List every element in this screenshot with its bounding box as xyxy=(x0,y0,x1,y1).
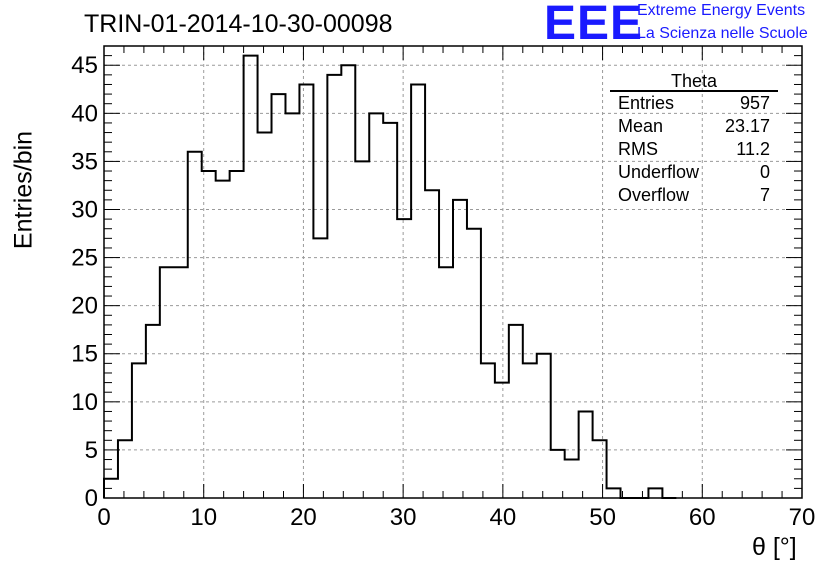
eee-logo: EEE xyxy=(544,0,644,50)
histogram-bin xyxy=(551,450,565,498)
histogram-bin xyxy=(146,325,160,498)
stats-value: 11.2 xyxy=(736,139,770,159)
chart-title: TRIN-01-2014-10-30-00098 xyxy=(84,10,393,38)
y-axis-label: Entries/bin xyxy=(9,130,38,250)
histogram-bin xyxy=(565,460,579,498)
histogram-bin xyxy=(481,363,495,498)
logo-line-1: Extreme Energy Events xyxy=(637,2,806,19)
y-tick-label: 5 xyxy=(85,437,98,464)
histogram-bin xyxy=(202,171,216,498)
histogram-bin xyxy=(132,363,146,498)
histogram-bin xyxy=(341,65,355,498)
histogram-bin xyxy=(160,267,174,498)
histogram-bin xyxy=(272,94,286,498)
histogram-bin xyxy=(230,171,244,498)
x-axis: 0 10 20 30 40 50 60 70 xyxy=(97,46,815,531)
histogram-bin xyxy=(369,113,383,498)
y-tick-label: 10 xyxy=(71,389,98,416)
histogram-bin xyxy=(411,84,425,498)
histogram-bin xyxy=(327,75,341,498)
stats-box: Theta Entries 957 Mean 23.17 RMS 11.2 Un… xyxy=(610,72,778,207)
stats-value: 23.17 xyxy=(724,116,770,136)
histogram-bin xyxy=(607,488,621,498)
histogram-bin xyxy=(397,219,411,498)
histogram-bin xyxy=(174,267,188,498)
stats-label: Overflow xyxy=(618,185,690,205)
histogram-bin xyxy=(579,411,593,498)
y-tick-label: 25 xyxy=(71,245,98,272)
x-tick-label: 20 xyxy=(290,504,317,531)
stats-label: RMS xyxy=(618,139,658,159)
y-tick-label: 45 xyxy=(71,52,98,79)
stats-value: 7 xyxy=(759,185,770,205)
histogram-bin xyxy=(453,200,467,498)
histogram-bin xyxy=(425,190,439,498)
histogram-bin xyxy=(523,363,537,498)
y-tick-label: 15 xyxy=(71,341,98,368)
y-tick-label: 30 xyxy=(71,196,98,223)
histogram-bin xyxy=(355,161,369,498)
histogram-bin xyxy=(495,383,509,498)
histogram-bin xyxy=(188,152,202,498)
x-tick-label: 70 xyxy=(789,504,816,531)
x-tick-label: 30 xyxy=(390,504,417,531)
histogram-outline xyxy=(103,54,677,499)
histogram-bin xyxy=(383,123,397,498)
histogram-bin xyxy=(313,238,327,498)
histogram-bin xyxy=(537,354,551,498)
stats-label: Underflow xyxy=(618,162,700,182)
y-axis: 0 5 10 15 20 25 30 35 40 45 xyxy=(71,45,802,512)
histogram-bin xyxy=(216,181,230,498)
y-tick-label: 40 xyxy=(71,100,98,127)
stats-label: Entries xyxy=(618,93,675,113)
histogram-bin xyxy=(648,488,662,498)
stats-value: 957 xyxy=(739,93,770,113)
histogram-bin xyxy=(258,133,272,498)
stats-label: Mean xyxy=(618,116,664,136)
logo-line-2: La Scienza nelle Scuole xyxy=(637,25,808,42)
x-tick-label: 60 xyxy=(689,504,716,531)
x-tick-label: 50 xyxy=(589,504,616,531)
stats-title: Theta xyxy=(610,72,778,92)
histogram-bin xyxy=(593,440,607,498)
y-tick-label: 0 xyxy=(85,485,98,512)
plot-frame xyxy=(103,45,803,499)
histogram-bin xyxy=(467,229,481,498)
stats-row-underflow: Underflow 0 xyxy=(610,161,778,184)
stats-row-rms: RMS 11.2 xyxy=(610,138,778,161)
x-tick-label: 10 xyxy=(190,504,217,531)
x-axis-label: θ [°] xyxy=(752,533,797,561)
x-tick-label: 40 xyxy=(490,504,517,531)
stats-value: 0 xyxy=(759,162,770,182)
stats-row-overflow: Overflow 7 xyxy=(610,184,778,207)
histogram-bin xyxy=(509,325,523,498)
histogram-bin xyxy=(285,113,299,498)
y-tick-label: 35 xyxy=(71,148,98,175)
stats-row-entries: Entries 957 xyxy=(610,92,778,115)
axes-frame xyxy=(103,45,803,499)
y-tick-label: 20 xyxy=(71,293,98,320)
histogram-bin xyxy=(299,84,313,498)
stats-row-mean: Mean 23.17 xyxy=(610,115,778,138)
histogram-bin xyxy=(244,56,258,498)
y-axis-label-box: Entries/bin xyxy=(6,110,42,270)
histogram-bin xyxy=(118,440,132,498)
x-tick-label: 0 xyxy=(97,504,110,531)
histogram-bars xyxy=(103,54,677,499)
histogram-bin xyxy=(439,267,453,498)
